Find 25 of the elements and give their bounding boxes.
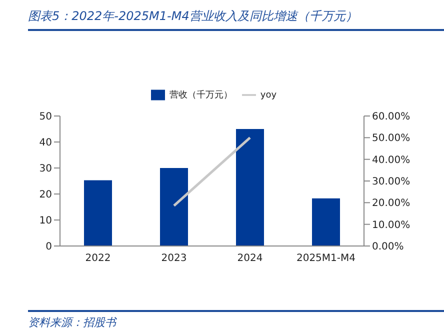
- y-tick-label: 20: [39, 190, 52, 201]
- bar: [236, 129, 264, 246]
- y2-tick-label: 20.00%: [372, 198, 410, 210]
- y-tick-label: 10: [39, 216, 52, 227]
- text: 资料来源：招股书: [28, 315, 118, 330]
- bar: [312, 198, 340, 246]
- y2-tick-label: 40.00%: [372, 154, 410, 166]
- x-tick-label: 2022: [85, 253, 111, 264]
- legend-label: 营收（千万元）: [169, 90, 232, 100]
- bar: [84, 180, 112, 246]
- y2-tick-label: 30.00%: [372, 176, 410, 188]
- y2-tick-label: 10.00%: [372, 220, 410, 231]
- chart-title: 图表5：2022年-2025M1-M4营业收入及同比增速（千万元）: [28, 8, 444, 31]
- x-tick-label: 2023: [161, 253, 187, 264]
- y2-tick-label: 0.00%: [372, 242, 404, 253]
- y-tick-label: 50: [39, 112, 52, 123]
- x-tick-label: 2025M1-M4: [296, 253, 356, 264]
- x-tick-label: 2024: [237, 253, 263, 264]
- bar: [160, 168, 188, 246]
- y-tick-label: 0: [46, 242, 52, 253]
- legend-label: yoy: [260, 90, 277, 100]
- y2-tick-label: 60.00%: [372, 112, 410, 123]
- y2-tick-label: 50.00%: [372, 133, 410, 144]
- y-tick-label: 40: [39, 138, 52, 149]
- y-tick-label: 30: [39, 164, 52, 175]
